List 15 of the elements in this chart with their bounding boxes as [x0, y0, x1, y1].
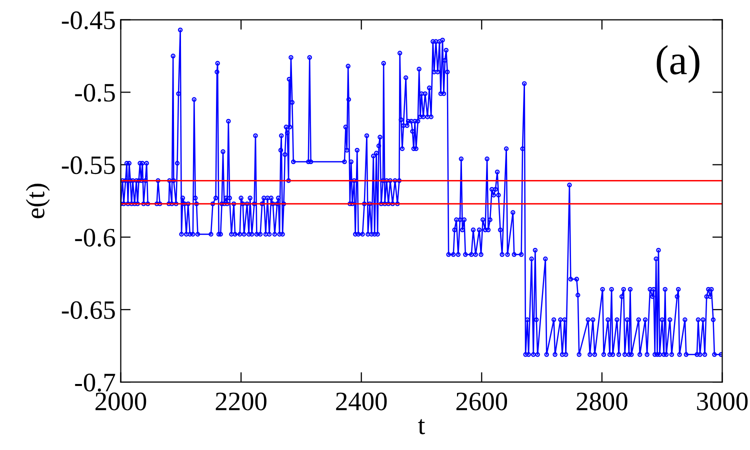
x-axis-title: t: [418, 419, 426, 434]
x-tick-label: 3000: [697, 392, 748, 410]
x-tick-label: 2000: [96, 392, 146, 410]
y-axis-title: e(t): [26, 184, 50, 218]
y-tick-label: -0.5: [75, 84, 115, 102]
y-tick-label: -0.55: [62, 156, 115, 174]
y-tick-label: -0.7: [75, 374, 116, 392]
x-tick-label: 2400: [336, 392, 387, 410]
y-tick-label: -0.65: [62, 301, 115, 320]
x-tick-label: 2600: [456, 392, 508, 410]
y-tick-label: -0.45: [62, 11, 115, 30]
x-tick-label: 2800: [576, 392, 628, 410]
x-tick-label: 2200: [216, 392, 266, 410]
y-tick-label: -0.6: [75, 228, 116, 247]
annotation: (a): [656, 45, 700, 83]
